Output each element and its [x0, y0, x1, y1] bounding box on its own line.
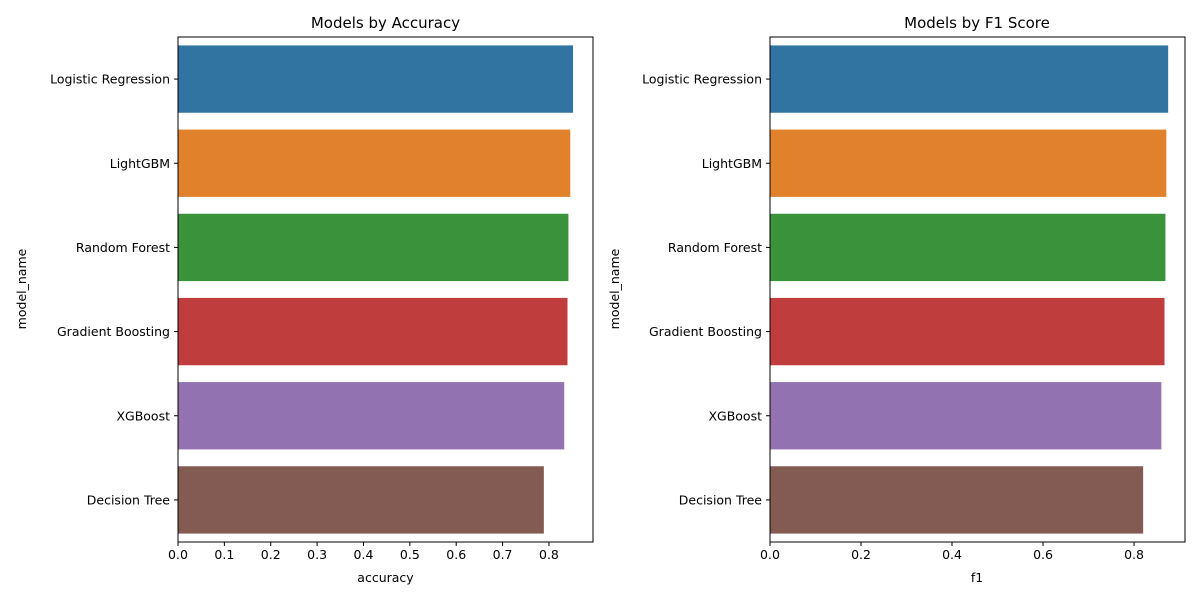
- f1-chart-title: Models by F1 Score: [904, 14, 1050, 32]
- f1-chart-x-tick-label: 0.0: [760, 547, 780, 562]
- accuracy-chart-bar: [178, 213, 569, 282]
- f1-chart-ticks: Logistic Regression LightGBM Random Forest…: [642, 72, 1144, 562]
- f1-chart-y-tick-label: Decision Tree: [679, 492, 763, 507]
- f1-chart-bar: [770, 129, 1167, 197]
- accuracy-chart-x-tick-label: 0.7: [493, 547, 513, 562]
- accuracy-chart-x-tick-label: 0.4: [354, 547, 374, 562]
- f1-chart-bar: [770, 382, 1162, 450]
- f1-chart-y-axis-label: model_name: [607, 248, 622, 329]
- accuracy-chart-x-tick-label: 0.6: [446, 547, 466, 562]
- f1-chart-y-tick-label: Gradient Boosting: [649, 324, 762, 339]
- accuracy-chart-x-tick-label: 0.0: [168, 547, 188, 562]
- accuracy-chart-bar: [178, 466, 544, 534]
- f1-chart-bar: [770, 45, 1169, 113]
- accuracy-chart-bar: [178, 45, 574, 113]
- f1-chart-x-tick-label: 0.8: [1124, 547, 1144, 562]
- f1-chart-y-tick-label: Logistic Regression: [642, 72, 762, 87]
- f1-chart-bar: [770, 213, 1166, 282]
- accuracy-chart-x-tick-label: 0.3: [307, 547, 327, 562]
- accuracy-chart-y-tick-label: LightGBM: [110, 156, 170, 171]
- accuracy-chart-y-tick-label: XGBoost: [116, 408, 170, 423]
- f1-chart-panel: Models by F1 Score f1 model_name Logisti…: [607, 14, 1186, 585]
- accuracy-chart-y-tick-label: Decision Tree: [87, 492, 171, 507]
- f1-chart-x-axis-label: f1: [971, 570, 983, 585]
- accuracy-chart-y-tick-label: Logistic Regression: [50, 72, 170, 87]
- f1-chart-x-tick-label: 0.2: [851, 547, 871, 562]
- accuracy-chart-bar: [178, 382, 565, 450]
- accuracy-chart-bar: [178, 297, 568, 366]
- accuracy-chart-bars: [178, 45, 574, 534]
- f1-chart-bars: [770, 45, 1169, 534]
- accuracy-chart-x-axis-label: accuracy: [357, 570, 414, 585]
- accuracy-chart-y-axis-label: model_name: [14, 248, 29, 329]
- f1-chart-y-tick-label: Random Forest: [668, 240, 762, 255]
- f1-chart-x-tick-label: 0.4: [942, 547, 962, 562]
- f1-chart-y-tick-label: LightGBM: [702, 156, 762, 171]
- accuracy-chart-x-tick-label: 0.5: [400, 547, 420, 562]
- f1-chart-x-tick-label: 0.6: [1033, 547, 1053, 562]
- accuracy-chart-y-tick-label: Gradient Boosting: [57, 324, 170, 339]
- f1-chart-axes-frame: [769, 36, 1186, 543]
- accuracy-chart-bar: [178, 129, 571, 197]
- accuracy-chart-y-tick-label: Random Forest: [76, 240, 170, 255]
- accuracy-chart-panel: Models by Accuracy accuracy model_name L…: [14, 14, 594, 585]
- f1-chart-y-tick-label: XGBoost: [708, 408, 762, 423]
- accuracy-chart-ticks: Logistic Regression LightGBM Random Forest…: [50, 72, 559, 562]
- accuracy-chart-x-tick-label: 0.1: [214, 547, 234, 562]
- f1-chart-bar: [770, 297, 1165, 366]
- f1-chart-bar: [770, 466, 1144, 534]
- accuracy-chart-title: Models by Accuracy: [311, 14, 460, 32]
- accuracy-chart-x-tick-label: 0.2: [261, 547, 281, 562]
- accuracy-chart-x-tick-label: 0.8: [539, 547, 559, 562]
- accuracy-chart-axes-frame: [177, 36, 594, 543]
